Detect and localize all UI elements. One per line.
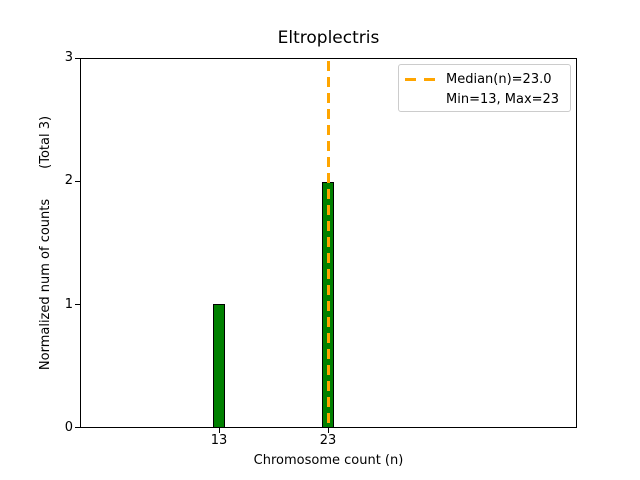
xtick-label-13: 13	[210, 433, 228, 448]
chart-title: Eltroplectris	[277, 28, 380, 48]
legend-row-minmax: Min=13, Max=23	[405, 89, 562, 109]
xtick-mark-23	[328, 428, 329, 433]
bar-chromosome-13	[213, 304, 225, 427]
xtick-label-23: 23	[319, 433, 337, 448]
ytick-mark-1	[75, 304, 80, 305]
legend-blank-swatch	[405, 98, 435, 101]
ytick-mark-3	[75, 58, 80, 59]
legend-median-label: Median(n)=23.0	[446, 71, 552, 87]
legend-row-median: Median(n)=23.0	[405, 69, 562, 89]
median-dashed-line	[327, 61, 330, 427]
y-axis-label: Normalized num of counts (Total 3)	[36, 58, 56, 428]
median-line-legend-swatch	[405, 77, 435, 81]
legend-box: Median(n)=23.0 Min=13, Max=23	[398, 64, 571, 112]
y-axis-label-main: Normalized num of counts	[38, 198, 53, 371]
y-axis-label-total: (Total 3)	[38, 115, 53, 169]
plot-area	[80, 58, 577, 428]
ytick-mark-0	[75, 427, 80, 428]
xtick-mark-13	[219, 428, 220, 433]
ytick-label-3: 3	[64, 50, 73, 65]
legend-minmax-label: Min=13, Max=23	[446, 91, 560, 107]
x-axis-label: Chromosome count (n)	[253, 453, 404, 468]
ytick-label-1: 1	[64, 297, 73, 312]
ytick-label-2: 2	[64, 173, 73, 188]
ytick-mark-2	[75, 181, 80, 182]
ytick-label-0: 0	[64, 420, 73, 435]
